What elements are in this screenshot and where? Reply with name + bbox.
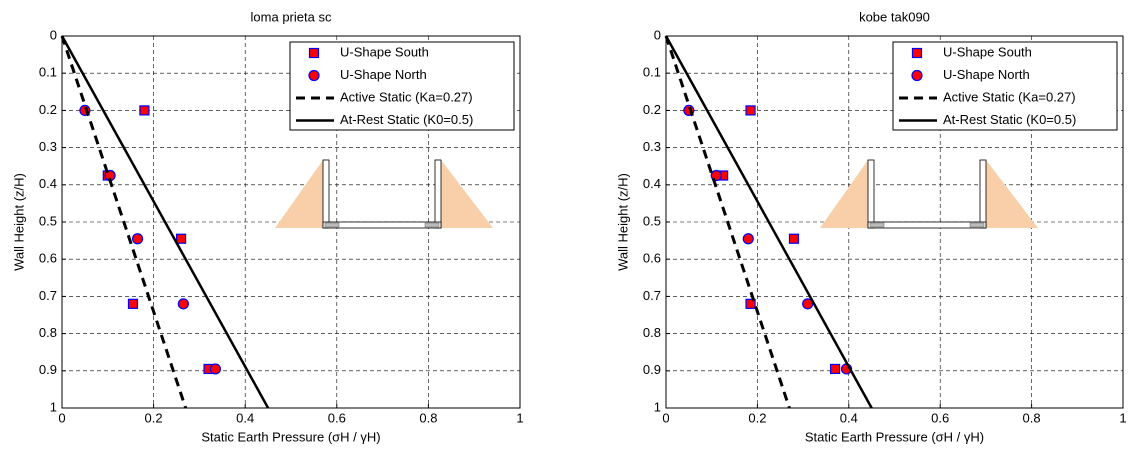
chart-title: loma prieta sc [251,9,332,24]
legend-label: U-Shape South [340,44,429,59]
x-tick-label: 0.6 [931,410,949,425]
data-point [177,298,189,310]
base-slab [867,221,987,229]
plot-frame [61,35,521,409]
data-point [209,363,222,375]
x-tick-label: 0 [662,410,669,425]
x-tick-label: 1 [516,410,523,425]
y-tick-label: 0.2 [39,102,57,117]
y-tick-label: 1 [50,399,57,414]
y-axis-label: Wall Height (z/H) [11,173,26,271]
x-tick-label: 0.4 [840,410,858,425]
y-tick-label: 0 [50,27,57,42]
legend-label: Active Static (Ka=0.27) [943,89,1076,104]
soil-wedge [441,160,493,228]
y-tick-label: 0.6 [39,251,57,266]
y-tick-label: 0.6 [643,251,661,266]
x-tick-label: 1 [1119,410,1126,425]
data-point [745,105,756,116]
plot-frame [665,35,1124,409]
chart-title: kobe tak090 [859,9,930,24]
soil-wedge [275,160,323,228]
data-point [175,233,187,244]
footing [869,222,885,228]
reference-line [60,35,188,409]
legend-box [892,41,1118,131]
data-point [127,298,139,309]
legend-label: At-Rest Static (K0=0.5) [340,112,473,127]
legend-label: U-Shape North [943,67,1030,82]
legend-marker [911,47,923,59]
legend-marker [308,69,320,82]
data-point [829,363,841,375]
x-tick-label: 0.8 [419,410,437,425]
footing [969,222,985,228]
x-tick-label: 0.6 [328,410,346,425]
y-tick-label: 0.4 [39,176,57,191]
y-tick-label: 0.8 [39,325,57,340]
reference-line [60,35,270,409]
y-tick-label: 0.7 [643,288,661,303]
y-tick-label: 0.1 [39,65,57,80]
footing [424,222,440,228]
legend-marker [308,47,320,59]
y-tick-label: 1 [654,399,661,414]
x-tick-label: 0 [58,410,65,425]
soil-wedge [820,160,868,228]
y-tick-label: 0.8 [643,325,661,340]
y-axis-label: Wall Height (z/H) [615,173,630,271]
wall [434,159,442,229]
y-tick-label: 0.3 [39,139,57,154]
base-slab [322,221,442,229]
y-tick-label: 0.4 [643,176,661,191]
footing [324,222,340,228]
x-axis-label: Static Earth Pressure (σH / γH) [201,429,380,444]
x-tick-label: 0.8 [1023,410,1041,425]
legend-marker [911,69,923,82]
reference-line [664,35,873,409]
x-axis-label: Static Earth Pressure (σH / γH) [805,429,984,444]
y-tick-label: 0.5 [39,213,57,228]
y-tick-label: 0.5 [643,213,661,228]
y-tick-label: 0.7 [39,288,57,303]
y-tick-label: 0.9 [643,362,661,377]
legend-label: U-Shape North [340,67,427,82]
wall [979,159,987,229]
legend-label: Active Static (Ka=0.27) [340,89,473,104]
reference-line [664,35,791,409]
wall [867,159,875,229]
data-point [788,233,800,244]
data-point [139,105,150,116]
soil-wedge [986,160,1038,228]
x-tick-label: 0.2 [748,410,766,425]
y-tick-label: 0.1 [643,65,661,80]
data-point [131,233,144,245]
legend-box [289,41,515,131]
data-point [745,298,756,309]
x-tick-label: 0.2 [145,410,163,425]
x-tick-label: 0.4 [236,410,254,425]
legend-label: U-Shape South [943,44,1032,59]
legend-label: At-Rest Static (K0=0.5) [943,112,1076,127]
y-tick-label: 0.2 [643,102,661,117]
y-tick-label: 0 [654,27,661,42]
data-point [742,233,754,245]
wall [322,159,330,229]
y-tick-label: 0.3 [643,139,661,154]
data-point [710,169,722,182]
y-tick-label: 0.9 [39,362,57,377]
